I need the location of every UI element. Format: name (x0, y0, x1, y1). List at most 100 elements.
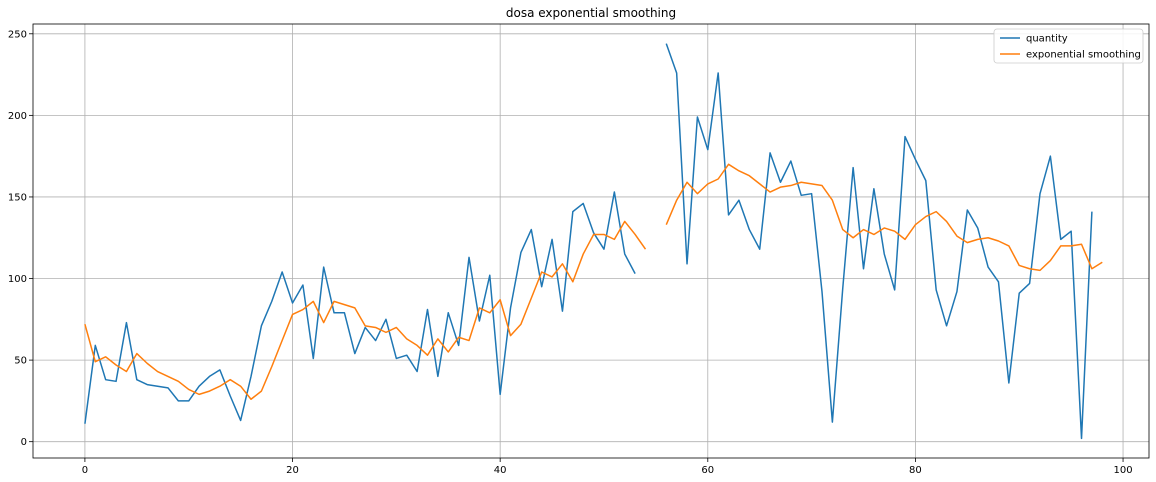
data-point (665, 42, 667, 44)
data-point (322, 266, 324, 268)
data-point (727, 214, 729, 216)
data-point (312, 300, 314, 302)
data-point (239, 419, 241, 421)
data-point (198, 393, 200, 395)
data-point (977, 227, 979, 229)
data-point (271, 300, 273, 302)
data-point (115, 364, 117, 366)
data-point (1101, 261, 1103, 263)
data-point (945, 220, 947, 222)
data-point (291, 313, 293, 315)
legend-box (993, 28, 1144, 64)
data-point (478, 307, 480, 309)
data-point (862, 228, 864, 230)
data-point (478, 320, 480, 322)
data-point (551, 276, 553, 278)
data-point (146, 362, 148, 364)
data-point (1028, 268, 1030, 270)
data-point (831, 199, 833, 201)
data-point (1018, 292, 1020, 294)
data-point (177, 400, 179, 402)
data-point (603, 248, 605, 250)
data-point (987, 266, 989, 268)
data-point (250, 375, 252, 377)
data-point (644, 248, 646, 250)
data-point (499, 393, 501, 395)
data-point (717, 178, 719, 180)
y-tick-label: 0 (21, 437, 27, 448)
data-point (146, 383, 148, 385)
data-point (343, 303, 345, 305)
y-tick-label: 50 (14, 356, 27, 367)
data-point (624, 220, 626, 222)
data-point (935, 210, 937, 212)
data-point (540, 271, 542, 273)
series-line-segment (665, 43, 1093, 440)
data-point (468, 339, 470, 341)
data-point (343, 312, 345, 314)
data-point (634, 272, 636, 274)
data-point (468, 256, 470, 258)
data-point (738, 199, 740, 201)
data-point (271, 365, 273, 367)
data-point (1049, 155, 1051, 157)
data-point (229, 395, 231, 397)
data-point (696, 192, 698, 194)
data-point (125, 321, 127, 323)
data-point (727, 163, 729, 165)
data-point (188, 400, 190, 402)
data-point (125, 370, 127, 372)
data-point (551, 238, 553, 240)
data-point (925, 179, 927, 181)
data-point (821, 290, 823, 292)
data-point (707, 183, 709, 185)
data-point (675, 72, 677, 74)
data-point (219, 385, 221, 387)
data-point (873, 188, 875, 190)
data-point (499, 299, 501, 301)
data-point (385, 331, 387, 333)
data-point (426, 308, 428, 310)
data-point (561, 310, 563, 312)
data-point (997, 240, 999, 242)
data-point (945, 325, 947, 327)
data-point (94, 344, 96, 346)
data-point (779, 186, 781, 188)
data-point (582, 202, 584, 204)
data-point (84, 423, 86, 425)
data-point (188, 388, 190, 390)
data-point (489, 274, 491, 276)
data-point (520, 251, 522, 253)
data-point (177, 380, 179, 382)
data-point (790, 184, 792, 186)
data-point (239, 385, 241, 387)
data-point (374, 339, 376, 341)
data-point (1049, 259, 1051, 261)
data-point (759, 248, 761, 250)
data-point (540, 285, 542, 287)
data-point (883, 227, 885, 229)
series-exponential-smoothing (84, 163, 1103, 401)
data-point (1080, 243, 1082, 245)
data-point (520, 323, 522, 325)
data-point (281, 339, 283, 341)
data-point (592, 233, 594, 235)
data-point (800, 194, 802, 196)
data-point (489, 312, 491, 314)
series-line-segment (84, 220, 647, 401)
data-point (374, 326, 376, 328)
data-point (260, 325, 262, 327)
data-point (665, 223, 667, 225)
data-point (696, 116, 698, 118)
data-point (302, 308, 304, 310)
data-point (208, 390, 210, 392)
data-point (904, 135, 906, 137)
data-point (852, 237, 854, 239)
data-point (115, 380, 117, 382)
data-point (333, 312, 335, 314)
data-point (987, 237, 989, 239)
data-point (842, 287, 844, 289)
data-point (416, 370, 418, 372)
